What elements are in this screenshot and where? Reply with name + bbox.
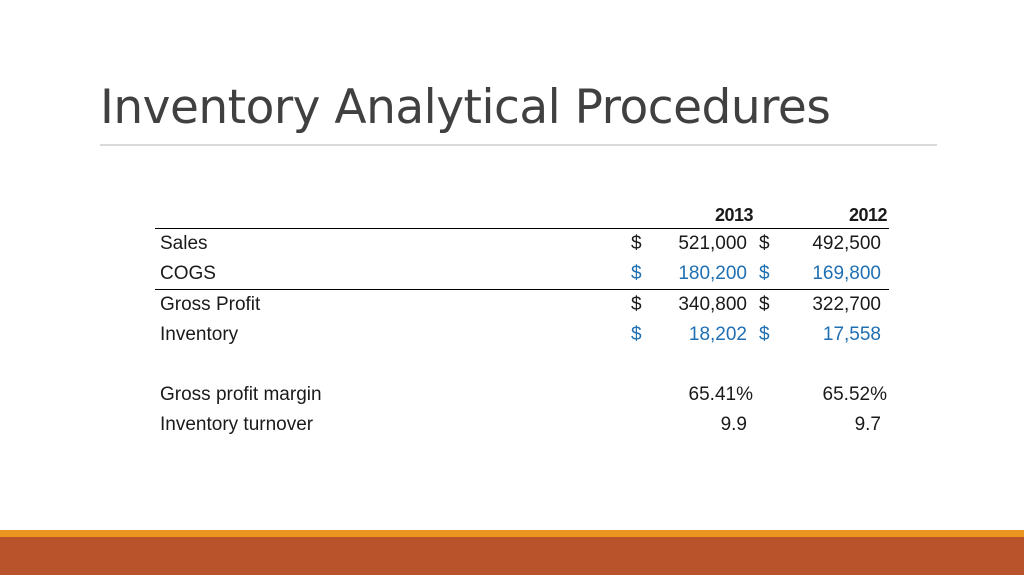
table-spacer-row [155,350,889,380]
currency-sign: $ [631,233,642,254]
header-label-cell [155,198,627,229]
value-2012: 322,700 [812,294,881,315]
table-row-gross-profit-margin: Gross profit margin 65.41% 65.52% [155,380,889,410]
currency-sign: $ [631,324,642,345]
row-label: Gross profit margin [160,384,322,405]
footer-band [0,537,1024,575]
value-2013: 340,800 [678,294,747,315]
row-label: Inventory turnover [160,414,314,435]
table-row-gross-profit: Gross Profit $ 340,800 $ 322,700 [155,290,889,321]
currency-sign: $ [759,233,770,254]
value-2013: 9.9 [720,414,747,435]
value-2012: 65.52% [822,384,887,405]
header-year-2013: 2013 [714,205,754,225]
currency-sign: $ [759,263,770,284]
value-2012: 492,500 [812,233,881,254]
slide-title: Inventory Analytical Procedures [100,80,831,135]
value-2013: 65.41% [688,384,753,405]
value-2012: 169,800 [812,263,881,284]
header-year-2012: 2012 [848,205,888,225]
value-2012: 17,558 [822,324,881,345]
title-divider [100,144,937,146]
value-2013: 18,202 [688,324,747,345]
currency-sign: $ [631,294,642,315]
currency-sign: $ [631,263,642,284]
value-2013: 521,000 [678,233,747,254]
row-label: Sales [160,233,208,254]
financial-table: 2013 2012 Sales $ 521,000 $ 492,500 COGS… [155,198,889,440]
currency-sign: $ [759,294,770,315]
table-row-inventory: Inventory $ 18,202 $ 17,558 [155,320,889,350]
table-row-inventory-turnover: Inventory turnover 9.9 9.7 [155,410,889,440]
table-row-sales: Sales $ 521,000 $ 492,500 [155,229,889,260]
footer-accent-stripe [0,530,1024,537]
value-2013: 180,200 [678,263,747,284]
row-label: COGS [160,263,216,284]
value-2012: 9.7 [854,414,881,435]
currency-sign: $ [759,324,770,345]
table-header-row: 2013 2012 [155,198,889,229]
row-label: Gross Profit [160,294,261,315]
row-label: Inventory [160,324,239,345]
table-row-cogs: COGS $ 180,200 $ 169,800 [155,259,889,290]
